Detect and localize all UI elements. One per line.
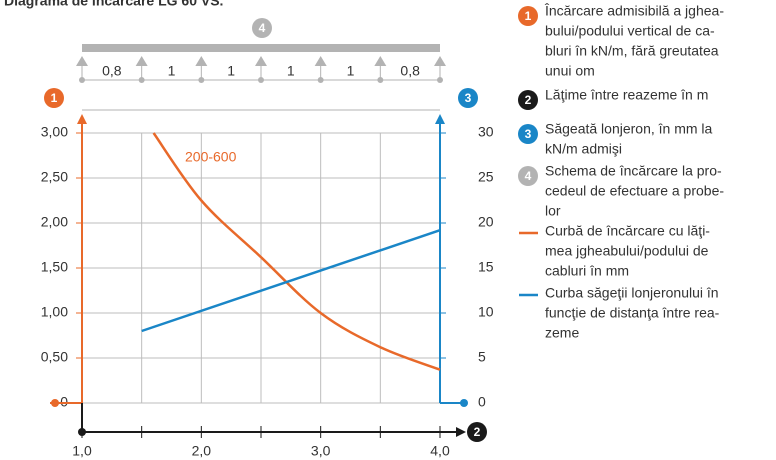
support [434,56,446,66]
support-dot [437,77,443,83]
support [195,56,208,66]
x-axis-badge: 2 [474,425,481,439]
legend-text: Lăţime între reazeme în m [545,87,708,103]
legend-text: zeme [545,325,579,341]
y-tick-label: 0,50 [41,349,68,365]
y2-tick-label: 5 [478,349,486,365]
y2-axis-badge-circle [458,88,478,108]
y-axis-badge-circle [44,88,64,108]
y2-tick-label: 20 [478,214,494,230]
y2-tick-label: 30 [478,124,494,140]
legend-badge-circle [518,166,538,186]
support-dot [317,77,324,83]
y2-tick-label: 15 [478,259,494,275]
support [314,56,327,66]
span-label: 1 [168,63,176,79]
legend-badge-circle [518,124,538,144]
span-label: 0,8 [400,63,420,79]
legend-badge: 1 [525,9,532,23]
support [255,56,267,66]
y2-axis-arrow [435,114,445,124]
support-dot [258,77,264,83]
legend-badge-circle [518,90,538,110]
legend-text: Curba săgeţii lonjeronului în [545,285,719,301]
support-dot [79,77,85,83]
support-dot [377,77,384,83]
legend-text: cedeul de efectuare a probe- [545,183,724,199]
y2-tick-label: 0 [478,394,486,410]
legend-badge-circle [518,6,538,26]
y-tick-label: 2,00 [41,214,68,230]
legend-text: Schema de încărcare la pro- [545,163,722,179]
support-dot [138,77,145,83]
span-label: 1 [287,63,295,79]
y-axis-badge: 1 [51,91,58,105]
y2-tick-label: 10 [478,304,494,320]
legend-text: funcţie de distanţa între rea- [545,305,720,321]
legend-badge: 2 [525,93,532,107]
support [374,56,387,66]
y-tick-label: 0 [60,394,68,410]
legend-text: bluri în kN/m, fără greutatea [545,43,719,59]
y2-axis-badge: 3 [465,91,472,105]
legend-text: Curbă de încărcare cu lăţi- [545,223,710,239]
beam [82,44,440,52]
y-tick-label: 1,50 [41,259,68,275]
legend-text: Săgeată lonjeron, în mm la [545,121,713,137]
series-line [152,132,441,371]
scheme-badge-circle [252,18,272,38]
scheme-badge: 4 [259,21,266,35]
series-line [141,229,441,333]
x-tick-label: 4,0 [430,443,450,459]
annotation: 200-600 [185,149,237,165]
y-axis-arrow [77,114,87,124]
legend-text: mea jgheabului/podului de [545,243,709,259]
chart-title: Diagrama de încărcare LG 60 VS. [4,0,223,9]
x-axis-badge-circle [467,422,487,442]
x-tick-label: 3,0 [311,443,331,459]
x-tick-label: 2,0 [192,443,212,459]
x-axis-arrow [456,427,466,437]
x-tick-label: 1,0 [72,443,92,459]
legend-text: kN/m admişi [545,141,622,157]
y-tick-label: 1,00 [41,304,68,320]
span-label: 0,8 [102,63,122,79]
legend-badge: 4 [525,169,532,183]
legend-text: lor [545,203,561,219]
legend-text: Încărcare admisibilă a jghea- [544,3,724,19]
x-axis-dot [78,428,86,436]
support-dot [198,77,205,83]
y-axis-dot [51,399,59,407]
y-tick-label: 3,00 [41,124,68,140]
support [76,56,88,66]
legend-text: unui om [545,63,595,79]
legend-text: bului/podului vertical de ca- [545,23,715,39]
legend-text: cabluri în mm [545,263,629,279]
span-label: 1 [227,63,235,79]
y2-tick-label: 25 [478,169,494,185]
legend-badge: 3 [525,127,532,141]
y-tick-label: 2,50 [41,169,68,185]
support [135,56,148,66]
span-label: 1 [347,63,355,79]
y2-axis-dot [460,399,468,407]
